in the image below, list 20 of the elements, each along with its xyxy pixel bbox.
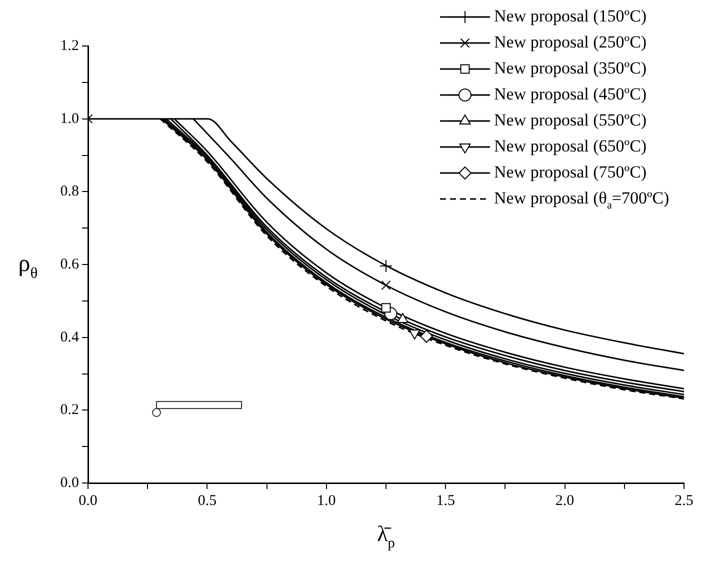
x-tick-label: 2.0 <box>555 492 574 509</box>
legend-label: New proposal (150ºC) <box>494 6 647 26</box>
x-tick-label: 2.5 <box>674 492 694 509</box>
y-tick-label: 0.8 <box>60 184 79 200</box>
legend-label: New proposal (550ºC) <box>494 110 647 130</box>
x-tick-label: 0.0 <box>78 492 98 509</box>
x-tick-label: 0.5 <box>198 492 217 509</box>
legend-label: New proposal (750ºC) <box>494 162 647 182</box>
legend-label: New proposal (350ºC) <box>494 58 647 78</box>
y-tick-label: 1.0 <box>60 110 79 127</box>
y-tick-label: 0.4 <box>60 329 80 346</box>
x-tick-label: 1.0 <box>317 492 336 509</box>
y-tick-label: 0.2 <box>60 402 79 418</box>
x-tick-label: 1.5 <box>436 492 455 509</box>
legend-label: New proposal (250ºC) <box>494 32 647 52</box>
y-tick-label: 0.0 <box>60 474 79 491</box>
y-tick-label: 0.6 <box>60 256 80 272</box>
legend-label: New proposal (650ºC) <box>494 136 647 156</box>
legend-label: New proposal (450ºC) <box>494 84 647 104</box>
y-tick-label: 1.2 <box>60 38 79 54</box>
